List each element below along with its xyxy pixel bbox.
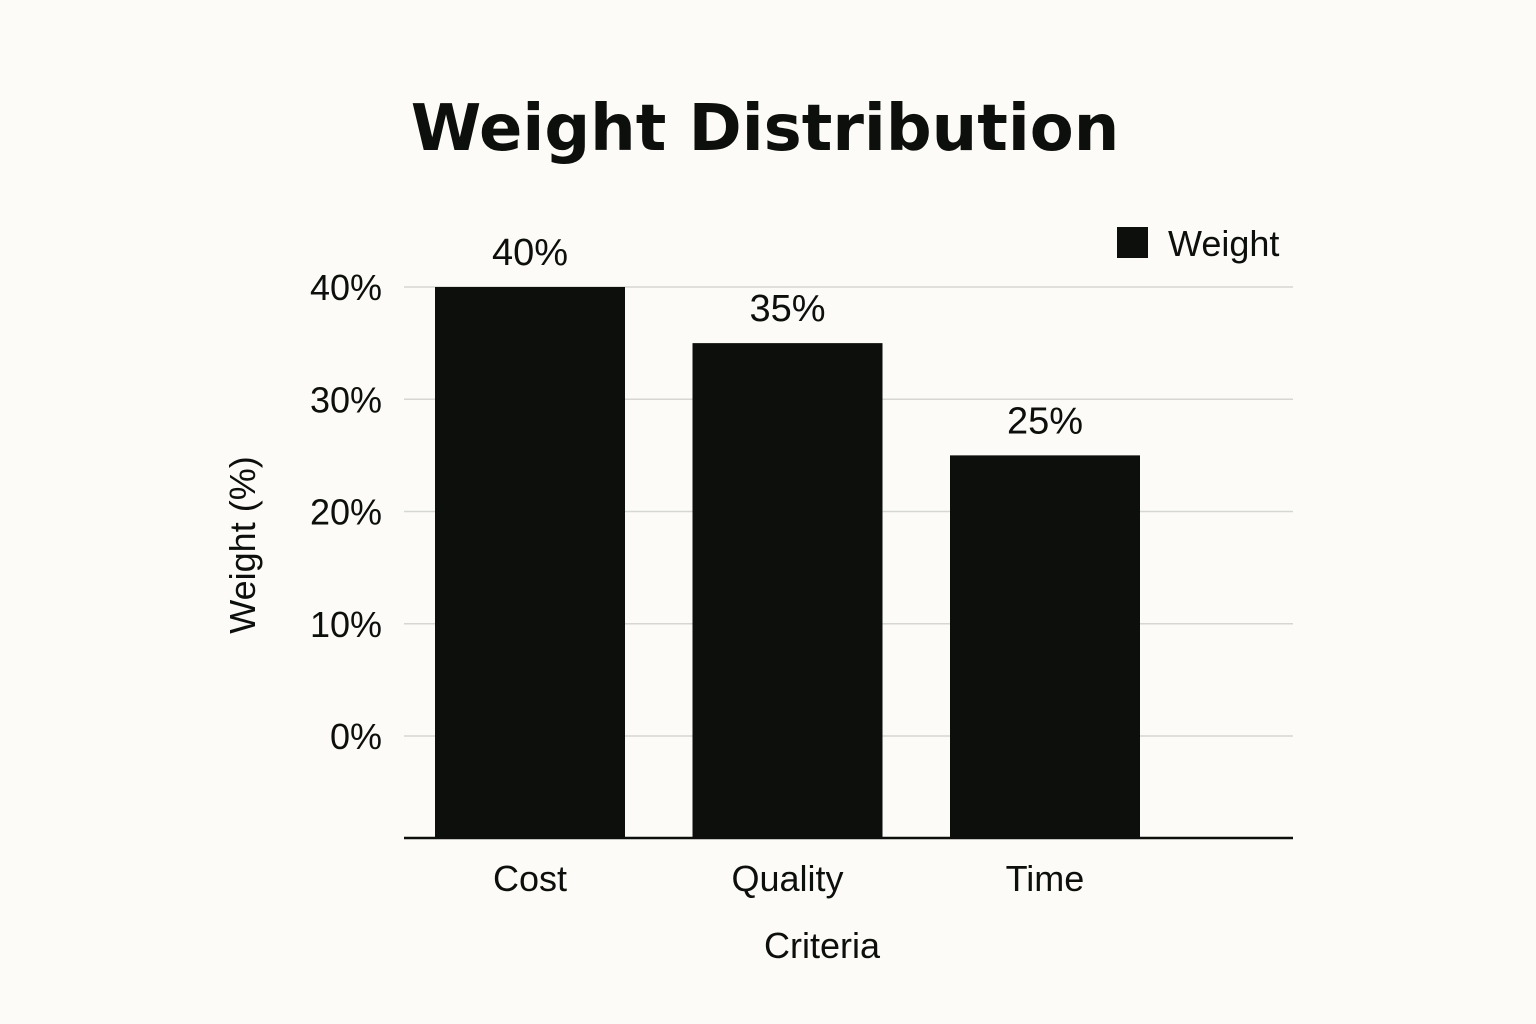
y-tick-label: 0% xyxy=(330,716,382,757)
legend: Weight xyxy=(1117,223,1279,264)
bar-value-label: 40% xyxy=(492,232,568,274)
bar xyxy=(692,343,883,838)
y-axis-ticks: 0% 10% 20% 30% 40% xyxy=(310,267,382,757)
bar xyxy=(435,287,625,838)
bar-value-label: 25% xyxy=(1007,400,1083,442)
bar-value-label: 35% xyxy=(749,288,825,330)
y-tick-label: 20% xyxy=(310,492,382,533)
data-labels: 40% 35% 25% xyxy=(492,232,1083,442)
chart-title: Weight Distribution xyxy=(411,92,1120,166)
y-axis-label: Weight (%) xyxy=(222,456,263,633)
x-tick-label: Time xyxy=(1006,858,1085,899)
bar xyxy=(950,455,1140,838)
x-axis-ticks: Cost Quality Time xyxy=(493,858,1084,899)
x-axis-label: Criteria xyxy=(764,925,881,966)
y-tick-label: 30% xyxy=(310,379,382,420)
y-tick-label: 40% xyxy=(310,267,382,308)
x-tick-label: Quality xyxy=(731,858,843,899)
legend-swatch xyxy=(1117,227,1148,258)
bars xyxy=(435,287,1140,838)
y-tick-label: 10% xyxy=(310,604,382,645)
x-tick-label: Cost xyxy=(493,858,567,899)
legend-label: Weight xyxy=(1168,223,1279,264)
